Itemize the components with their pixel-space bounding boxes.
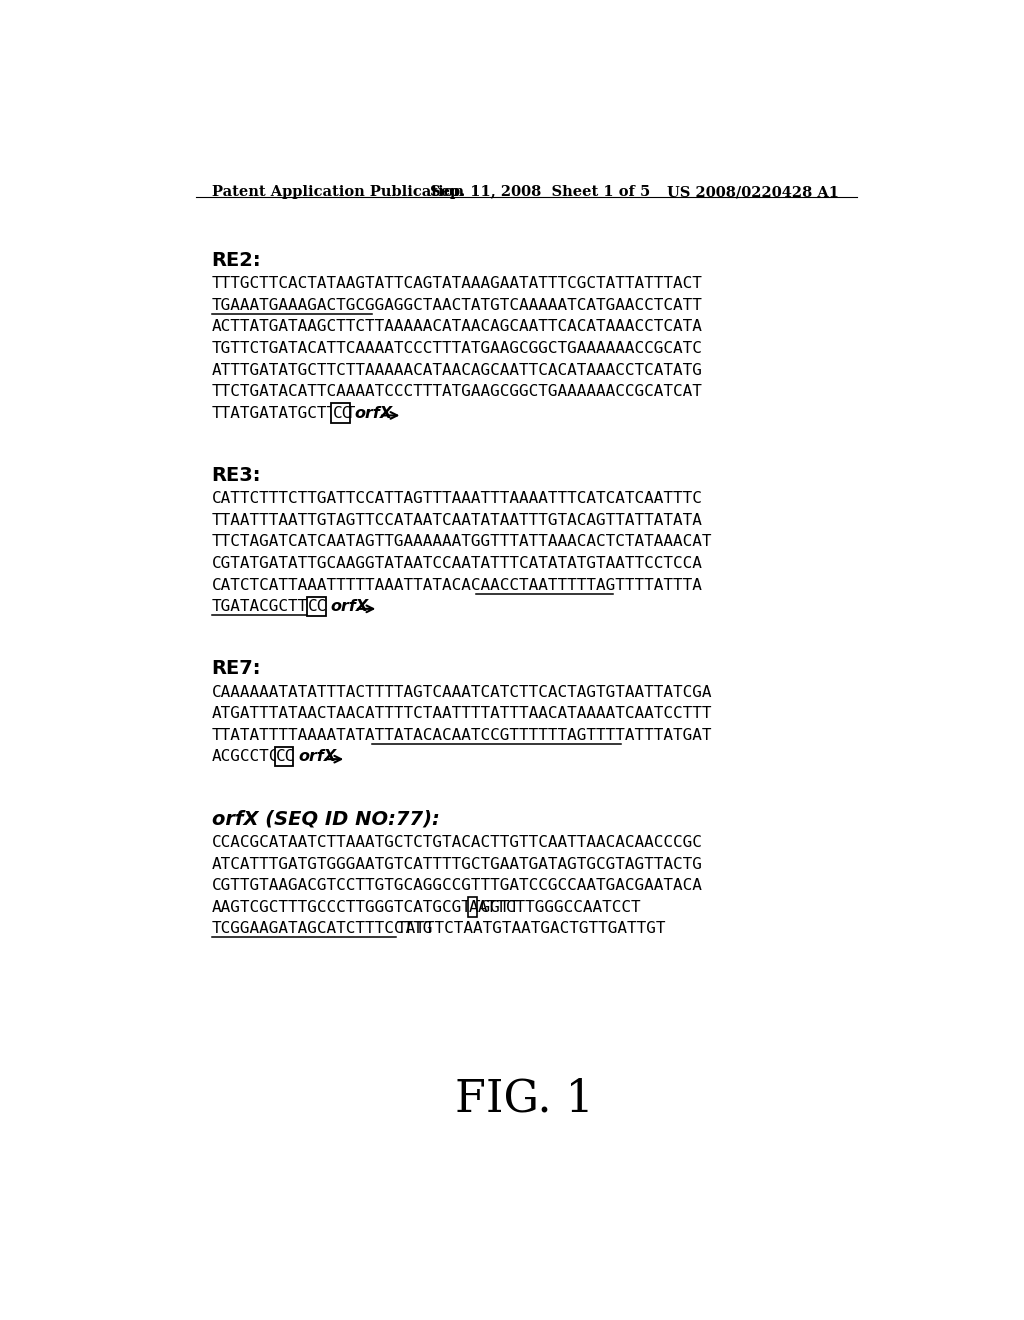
Text: TCGGAAGATAGCATCTTTCCTTG: TCGGAAGATAGCATCTTTCCTTG <box>212 921 433 936</box>
Text: orfX: orfX <box>330 599 369 614</box>
Text: CC: CC <box>276 750 296 764</box>
Text: CGTATGATATTGCAAGGTATAATCCAATATTTCATATATGTAATTCCTCCA: CGTATGATATTGCAAGGTATAATCCAATATTTCATATATG… <box>212 556 702 572</box>
Text: ATGATTTATAACTAACATTTTCTAATTTTATTTAACATAAAATCAATCCTTT: ATGATTTATAACTAACATTTTCTAATTTTATTTAACATAA… <box>212 706 713 721</box>
FancyBboxPatch shape <box>307 597 326 616</box>
Text: US 2008/0220428 A1: US 2008/0220428 A1 <box>667 185 839 199</box>
Text: CATTCTTTCTTGATTCCATTAGTTTAAATTTAAAATTTCATCATCAATTTC: CATTCTTTCTTGATTCCATTAGTTTAAATTTAAAATTTCA… <box>212 491 702 507</box>
Text: TTATATTTTAAAATATATTATACACAATCCGTTTTTTAGTTTTATTTATGAT: TTATATTTTAAAATATATTATACACAATCCGTTTTTTAGT… <box>212 727 713 743</box>
Text: ACTTATGATAAGCTTCTTAAAAACATAACAGCAATTCACATAAACCTCATA: ACTTATGATAAGCTTCTTAAAAACATAACAGCAATTCACA… <box>212 319 702 334</box>
Text: Sep. 11, 2008  Sheet 1 of 5: Sep. 11, 2008 Sheet 1 of 5 <box>430 185 650 199</box>
Text: AAGTCGCTTTGCCCTTGGGTCATGCGTTGGTT: AAGTCGCTTTGCCCTTGGGTCATGCGTTGGTT <box>212 900 520 915</box>
Text: TATTTCTAATGTAATGACTGTTGATTGT: TATTTCTAATGTAATGACTGTTGATTGT <box>396 921 666 936</box>
Text: TGAAATGAAAGACTGCGGAGGCTAACTATGTCAAAAATCATGAACCTCATT: TGAAATGAAAGACTGCGGAGGCTAACTATGTCAAAAATCA… <box>212 298 702 313</box>
Text: ATTTGATATGCTTCTTAAAAACATAACAGCAATTCACATAAACCTCATATG: ATTTGATATGCTTCTTAAAAACATAACAGCAATTCACATA… <box>212 363 702 378</box>
Text: CC: CC <box>308 599 328 614</box>
Text: ACGCCTCT: ACGCCTCT <box>212 750 289 764</box>
Text: TTATGATATGCTTCT: TTATGATATGCTTCT <box>212 405 356 421</box>
Text: ATCATTTGATGTGGGAATGTCATTTTGCTGAATGATAGTGCGTAGTTACTG: ATCATTTGATGTGGGAATGTCATTTTGCTGAATGATAGTG… <box>212 857 702 871</box>
Text: TGTTCTGATACATTCAAAATCCCTTTATGAAGCGGCTGAAAAAACCGCATC: TGTTCTGATACATTCAAAATCCCTTTATGAAGCGGCTGAA… <box>212 341 702 356</box>
Text: TTCTAGATCATCAATAGTTGAAAAAATGGTTTATTAAACACTCTATAAACAT: TTCTAGATCATCAATAGTTGAAAAAATGGTTTATTAAACA… <box>212 535 713 549</box>
Text: FIG. 1: FIG. 1 <box>456 1077 594 1121</box>
Text: TTCTGATACATTCAAAATCCCTTTATGAAGCGGCTGAAAAAACCGCATCAT: TTCTGATACATTCAAAATCCCTTTATGAAGCGGCTGAAAA… <box>212 384 702 399</box>
Text: CGTTGTAAGACGTCCTTGTGCAGGCCGTTTGATCCGCCAATGACGAATACA: CGTTGTAAGACGTCCTTGTGCAGGCCGTTTGATCCGCCAA… <box>212 878 702 894</box>
FancyBboxPatch shape <box>275 747 294 767</box>
Text: ATTCTTGGGCCAATCCT: ATTCTTGGGCCAATCCT <box>478 900 642 915</box>
FancyBboxPatch shape <box>468 898 477 916</box>
Text: TTAATTTAATTGTAGTTCCATAATCAATATAATTTGTACAGTTATTATATA: TTAATTTAATTGTAGTTCCATAATCAATATAATTTGTACA… <box>212 513 702 528</box>
Text: orfX: orfX <box>354 405 392 421</box>
Text: Patent Application Publication: Patent Application Publication <box>212 185 464 199</box>
Text: A: A <box>469 900 478 915</box>
Text: orfX: orfX <box>298 750 336 764</box>
Text: TGATACGCTTCT: TGATACGCTTCT <box>212 599 328 614</box>
Text: TTTGCTTCACTATAAGTATTCAGTATAAAGAATATTTCGCTATTATTTACT: TTTGCTTCACTATAAGTATTCAGTATAAAGAATATTTCGC… <box>212 276 702 292</box>
Text: CATCTCATTAAATTTTTAAATTATACACAACCTAATTTTTAGTTTTATTTA: CATCTCATTAAATTTTTAAATTATACACAACCTAATTTTT… <box>212 578 702 593</box>
Text: RE3:: RE3: <box>212 466 261 484</box>
Text: orfX (SEQ ID NO:77):: orfX (SEQ ID NO:77): <box>212 809 439 829</box>
Text: RE7:: RE7: <box>212 659 261 678</box>
Text: CAAAAAATATATTTACTTTTAGTCAAATCATCTTCACTAGTGTAATTATCGA: CAAAAAATATATTTACTTTTAGTCAAATCATCTTCACTAG… <box>212 685 713 700</box>
Text: CCACGCATAATCTTAAATGCTCTGTACACTTGTTCAATTAACACAACCCGC: CCACGCATAATCTTAAATGCTCTGTACACTTGTTCAATTA… <box>212 836 702 850</box>
Text: RE2:: RE2: <box>212 251 261 269</box>
FancyBboxPatch shape <box>331 404 349 422</box>
Text: CC: CC <box>333 405 351 421</box>
